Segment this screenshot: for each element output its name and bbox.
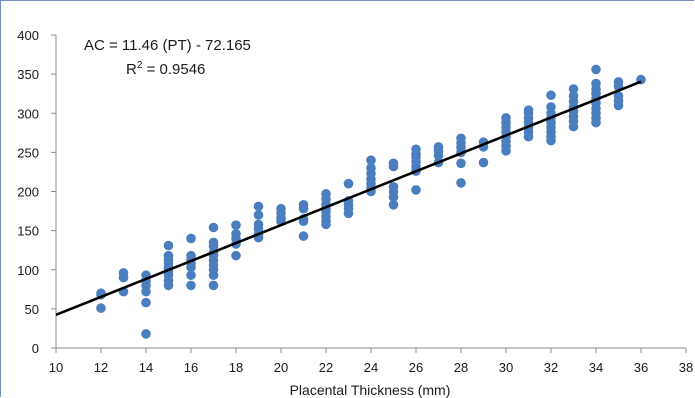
x-tick-label: 28	[454, 360, 468, 375]
x-tick-label: 18	[229, 360, 243, 375]
data-point	[163, 280, 174, 291]
data-point	[141, 286, 151, 297]
data-point	[96, 303, 106, 313]
x-tick-label: 16	[184, 360, 198, 375]
data-point	[321, 219, 331, 230]
data-point	[208, 222, 219, 233]
data-point	[591, 117, 601, 128]
data-point	[298, 203, 309, 214]
y-tick-label: 250	[17, 145, 39, 160]
x-tick-label: 10	[49, 360, 63, 375]
data-point	[546, 135, 556, 146]
y-tick-label: 400	[17, 28, 39, 43]
x-axis-title: Placental Thickness (mm)	[290, 382, 451, 398]
trendline-group	[55, 80, 642, 317]
data-point	[568, 121, 579, 132]
data-point	[298, 231, 309, 241]
data-point	[501, 146, 511, 156]
equation-label: AC = 11.46 (PT) - 72.165	[84, 37, 251, 54]
y-tick-label: 50	[25, 302, 39, 317]
x-tick-label: 34	[589, 360, 603, 375]
data-point	[343, 178, 354, 189]
data-point	[366, 155, 376, 165]
x-tick-label: 30	[499, 360, 513, 375]
data-point	[253, 201, 264, 212]
data-point	[523, 131, 534, 142]
x-tick-label: 24	[364, 360, 378, 375]
data-point	[478, 157, 489, 168]
x-tick-label: 14	[139, 360, 153, 375]
data-point	[141, 297, 151, 308]
data-point	[456, 178, 466, 188]
data-point	[208, 270, 219, 281]
tick-labels: 10 12 14 16 18 20 22 24 26 28 30 32 34 36 38 0 50 100 150 2…	[17, 28, 693, 375]
data-point	[388, 161, 399, 172]
data-points	[96, 64, 646, 339]
y-tick-label: 0	[32, 341, 39, 356]
data-point	[546, 90, 556, 101]
x-tick-label: 22	[319, 360, 333, 375]
data-point	[186, 270, 196, 281]
y-tick-label: 200	[17, 185, 39, 200]
x-tick-label: 38	[679, 360, 693, 375]
data-point	[141, 329, 151, 339]
trendline	[55, 80, 642, 317]
data-point	[613, 100, 624, 111]
data-point	[568, 84, 579, 94]
data-point	[591, 64, 601, 75]
r-squared-value: = 0.9546	[142, 61, 205, 78]
y-tick-label: 150	[17, 224, 39, 239]
axes	[51, 34, 687, 353]
data-point	[388, 200, 399, 210]
x-tick-label: 12	[94, 360, 108, 375]
y-tick-label: 350	[17, 67, 39, 82]
data-point	[343, 208, 354, 219]
r-squared-superscript: 2	[137, 60, 143, 71]
data-point	[298, 216, 309, 227]
x-tick-label: 36	[634, 360, 648, 375]
data-point	[231, 250, 241, 261]
data-point	[456, 158, 466, 169]
data-point	[208, 280, 219, 291]
data-point	[231, 220, 241, 230]
data-point	[118, 272, 129, 283]
data-point	[186, 280, 196, 291]
x-tick-label: 32	[544, 360, 558, 375]
data-point	[186, 233, 196, 244]
data-point	[186, 262, 196, 273]
y-tick-label: 300	[17, 106, 39, 121]
x-tick-label: 20	[274, 360, 288, 375]
x-tick-label: 26	[409, 360, 423, 375]
data-point	[433, 150, 444, 161]
data-point	[163, 240, 174, 251]
data-point	[388, 192, 399, 202]
r-squared-label: R2 = 0.9546	[126, 60, 205, 78]
r-squared-symbol: R	[126, 61, 137, 78]
y-tick-label: 100	[17, 263, 39, 278]
data-point	[411, 185, 421, 195]
data-point	[253, 210, 264, 220]
